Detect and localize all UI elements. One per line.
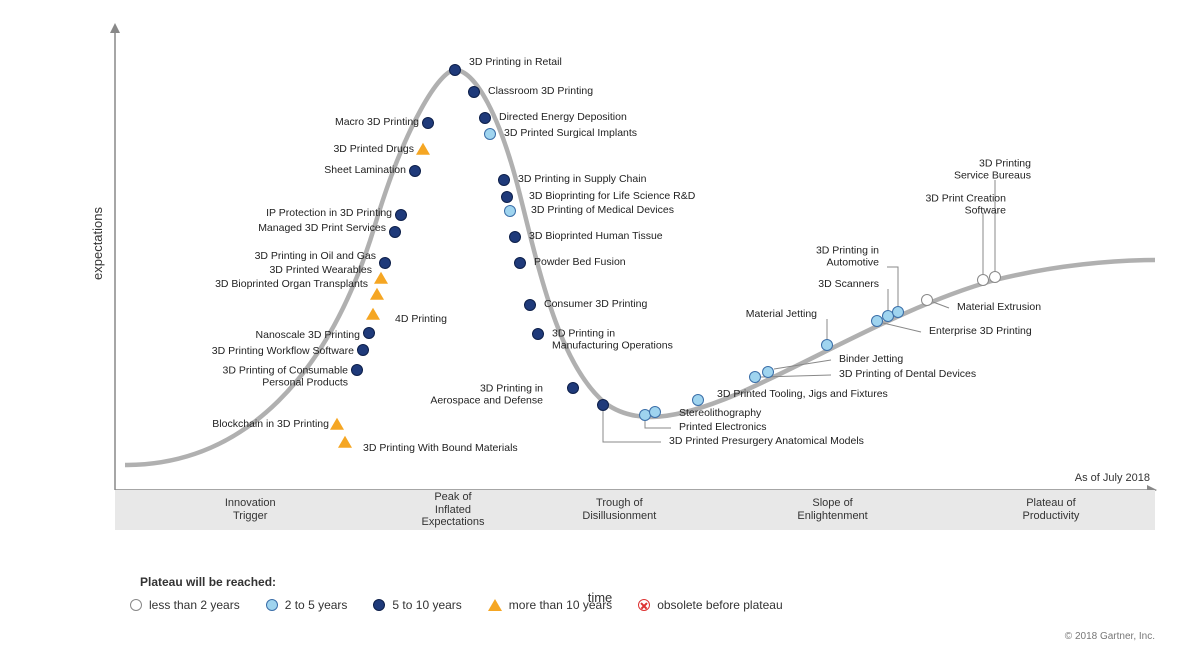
data-point: [532, 328, 544, 340]
data-point: [509, 231, 521, 243]
phase-label: Trough ofDisillusionment: [521, 490, 719, 530]
data-point: [338, 436, 352, 448]
data-point: [597, 399, 609, 411]
data-point: [479, 112, 491, 124]
data-point-label: Managed 3D Print Services: [258, 223, 390, 235]
data-point-label: Powder Bed Fusion: [530, 257, 626, 269]
data-point-label: 3D Printed Surgical Implants: [500, 128, 637, 140]
data-point: [409, 165, 421, 177]
chart-area: Blockchain in 3D Printing 3D Printing Wit…: [115, 25, 1155, 530]
legend-label: less than 2 years: [149, 598, 240, 612]
data-point-label: 3D PrintingService Bureaus: [954, 158, 1035, 181]
data-point: [374, 272, 388, 284]
data-point: [389, 226, 401, 238]
data-point: [468, 86, 480, 98]
data-point: [921, 294, 933, 306]
data-point-label: 3D Printing in Supply Chain: [514, 174, 646, 186]
data-point-label: Nanoscale 3D Printing: [256, 330, 364, 342]
phase-label: InnovationTrigger: [115, 490, 385, 530]
data-point: [379, 257, 391, 269]
legend: less than 2 years 2 to 5 years 5 to 10 yea…: [130, 598, 783, 612]
data-point-label: 3D Printed Tooling, Jigs and Fixtures: [713, 389, 888, 401]
data-point: [762, 366, 774, 378]
data-point: [422, 117, 434, 129]
data-point-label: 3D Printing of Medical Devices: [527, 205, 674, 217]
data-point-label: Enterprise 3D Printing: [925, 326, 1032, 338]
legend-label: 2 to 5 years: [285, 598, 348, 612]
data-point: [649, 406, 661, 418]
data-point-label: 3D Printed Drugs: [333, 144, 418, 156]
legend-item: 5 to 10 years: [373, 598, 461, 612]
legend-label: more than 10 years: [509, 598, 612, 612]
data-point-label: 3D Printing in Oil and Gas: [255, 251, 380, 263]
data-point-label: Classroom 3D Printing: [484, 86, 593, 98]
data-point: [395, 209, 407, 221]
data-point: [449, 64, 461, 76]
data-point-label: 3D Printing inAutomotive: [816, 245, 883, 268]
data-point-label: 3D Printing inAerospace and Defense: [430, 383, 547, 406]
data-point-label: 4D Printing: [391, 314, 447, 326]
data-point-label: 3D Bioprinted Human Tissue: [525, 231, 663, 243]
data-point-label: Macro 3D Printing: [335, 117, 423, 129]
data-point-label: 3D Printed Wearables: [269, 265, 376, 277]
data-point-label: 3D Bioprinting for Life Science R&D: [525, 191, 695, 203]
data-point-label: IP Protection in 3D Printing: [266, 208, 396, 220]
legend-label: 5 to 10 years: [392, 598, 461, 612]
data-point-label: Printed Electronics: [675, 422, 767, 434]
data-point: [484, 128, 496, 140]
phase-label: Slope ofEnlightenment: [718, 490, 947, 530]
data-point: [370, 288, 384, 300]
data-point: [366, 308, 380, 320]
data-point: [821, 339, 833, 351]
data-point-label: 3D Printing inManufacturing Operations: [548, 328, 673, 351]
data-point: [749, 371, 761, 383]
data-point: [416, 143, 430, 155]
data-point: [692, 394, 704, 406]
data-point: [501, 191, 513, 203]
data-point: [363, 327, 375, 339]
data-point-label: 3D Scanners: [818, 279, 883, 291]
data-point-label: Material Jetting: [746, 309, 821, 321]
data-point-label: 3D Printed Presurgery Anatomical Models: [665, 436, 864, 448]
data-point-label: Consumer 3D Printing: [540, 299, 647, 311]
legend-item: obsolete before plateau: [638, 598, 782, 612]
legend-title: Plateau will be reached:: [140, 575, 276, 589]
data-point: [567, 382, 579, 394]
data-point: [514, 257, 526, 269]
data-point-label: 3D Printing of ConsumablePersonal Produc…: [223, 365, 352, 388]
phase-label: Plateau ofProductivity: [947, 490, 1155, 530]
data-point-label: Sheet Lamination: [324, 165, 410, 177]
phase-label: Peak ofInflatedExpectations: [385, 490, 520, 530]
legend-label: obsolete before plateau: [657, 598, 782, 612]
data-point: [498, 174, 510, 186]
data-point: [977, 274, 989, 286]
y-axis-label: expectations: [90, 207, 105, 280]
data-point-label: 3D Printing of Dental Devices: [835, 369, 976, 381]
data-point-label: 3D Printing Workflow Software: [212, 346, 358, 358]
data-point-label: Material Extrusion: [953, 302, 1041, 314]
data-point-label: Blockchain in 3D Printing: [212, 419, 333, 431]
as-of-date: As of July 2018: [1075, 472, 1150, 484]
copyright: © 2018 Gartner, Inc.: [1065, 631, 1155, 642]
data-point-label: Binder Jetting: [835, 354, 903, 366]
legend-item: more than 10 years: [488, 598, 612, 612]
data-point-label: Directed Energy Deposition: [495, 112, 627, 124]
data-point-label: Stereolithography: [675, 408, 761, 420]
data-point-label: 3D Printing With Bound Materials: [359, 443, 518, 455]
data-point: [892, 306, 904, 318]
data-point-label: 3D Print CreationSoftware: [925, 193, 1010, 216]
data-point-label: 3D Printing in Retail: [465, 57, 562, 69]
data-point-label: 3D Bioprinted Organ Transplants: [215, 279, 372, 291]
phase-band: InnovationTriggerPeak ofInflatedExpectat…: [115, 490, 1155, 530]
data-point: [524, 299, 536, 311]
data-point: [357, 344, 369, 356]
legend-item: less than 2 years: [130, 598, 240, 612]
legend-item: 2 to 5 years: [266, 598, 348, 612]
data-point: [989, 271, 1001, 283]
data-point: [351, 364, 363, 376]
data-point: [504, 205, 516, 217]
